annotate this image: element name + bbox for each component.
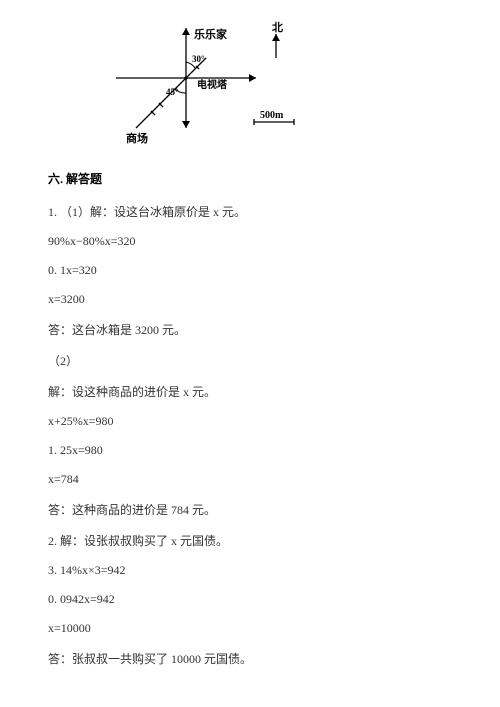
text-line: 答：这种商品的进价是 784 元。	[48, 501, 452, 518]
text-line: 3. 14%x×3=942	[48, 563, 452, 578]
text-line: x=784	[48, 472, 452, 487]
svg-text:45°: 45°	[166, 87, 179, 97]
text-line: 答：张叔叔一共购买了 10000 元国债。	[48, 650, 452, 667]
diagram-svg: 乐乐家 北 30° 45° 电视塔 500m 商场	[96, 18, 306, 148]
text-line: x=3200	[48, 292, 452, 307]
svg-text:商场: 商场	[126, 131, 148, 145]
svg-text:北: 北	[272, 20, 283, 34]
text-line: 0. 0942x=942	[48, 592, 452, 607]
text-line: 2. 解：设张叔叔购买了 x 元国债。	[48, 532, 452, 549]
solution-lines: 1. （1）解：设这台冰箱原价是 x 元。 90%x−80%x=320 0. 1x=…	[48, 203, 452, 667]
text-line: 1. （1）解：设这台冰箱原价是 x 元。	[48, 203, 452, 220]
svg-text:30°: 30°	[192, 54, 205, 64]
text-line: 答：这台冰箱是 3200 元。	[48, 321, 452, 338]
text-line: x+25%x=980	[48, 414, 452, 429]
direction-diagram: 乐乐家 北 30° 45° 电视塔 500m 商场	[96, 18, 452, 152]
svg-text:500m: 500m	[260, 110, 284, 121]
svg-text:电视塔: 电视塔	[197, 78, 228, 91]
text-line: （2）	[48, 352, 452, 369]
svg-text:乐乐家: 乐乐家	[194, 27, 228, 41]
text-line: 解：设这种商品的进价是 x 元。	[48, 383, 452, 400]
text-line: x=10000	[48, 621, 452, 636]
text-line: 90%x−80%x=320	[48, 234, 452, 249]
text-line: 0. 1x=320	[48, 263, 452, 278]
text-line: 1. 25x=980	[48, 443, 452, 458]
section-title: 六. 解答题	[48, 170, 452, 187]
